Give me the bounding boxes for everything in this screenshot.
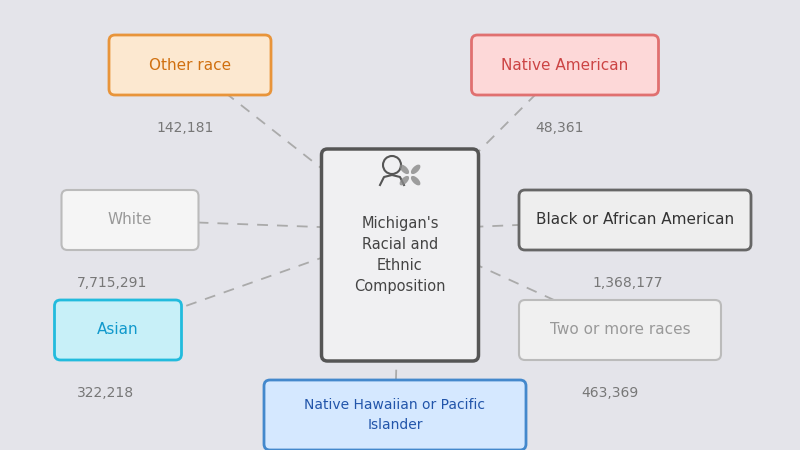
Ellipse shape [411,176,421,185]
Text: Black or African American: Black or African American [536,212,734,228]
Text: Two or more races: Two or more races [550,323,690,338]
Text: Native American: Native American [502,58,629,72]
Ellipse shape [411,165,421,174]
FancyBboxPatch shape [322,149,478,361]
Text: Native Hawaiian or Pacific
Islander: Native Hawaiian or Pacific Islander [305,398,486,432]
Text: Asian: Asian [97,323,139,338]
Text: Michigan's
Racial and
Ethnic
Composition: Michigan's Racial and Ethnic Composition [354,216,446,294]
Text: 322,218: 322,218 [77,386,134,400]
Ellipse shape [399,165,409,174]
Text: 7,715,291: 7,715,291 [77,276,147,290]
Text: 1,368,177: 1,368,177 [593,276,663,290]
FancyBboxPatch shape [62,190,198,250]
Text: 48,361: 48,361 [536,121,584,135]
FancyBboxPatch shape [519,190,751,250]
Text: Other race: Other race [149,58,231,72]
Text: White: White [108,212,152,228]
Text: 463,369: 463,369 [582,386,638,400]
FancyBboxPatch shape [109,35,271,95]
FancyBboxPatch shape [471,35,658,95]
Ellipse shape [399,176,409,185]
FancyBboxPatch shape [264,380,526,450]
FancyBboxPatch shape [519,300,721,360]
FancyBboxPatch shape [54,300,182,360]
Text: 142,181: 142,181 [156,121,214,135]
